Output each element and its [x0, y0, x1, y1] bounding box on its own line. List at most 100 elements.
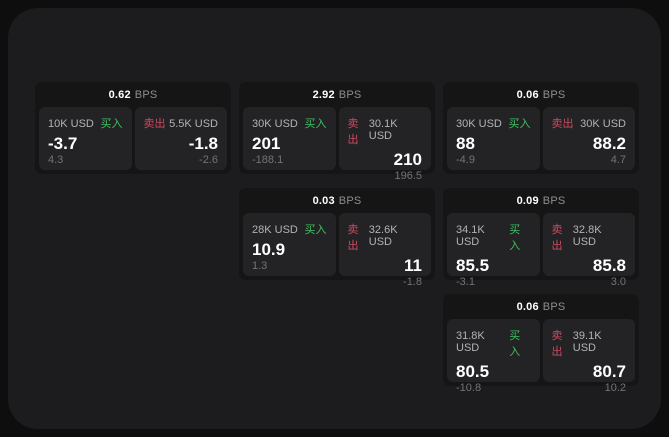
card-header: 0.06 BPS [447, 82, 635, 107]
bps-unit-label: BPS [134, 88, 158, 101]
sell-side-label: 卖出 [347, 224, 359, 252]
buy-quote-panel[interactable]: 30K USD 买入 88 -4.9 [447, 107, 540, 170]
sell-quote-panel[interactable]: 卖出 32.8K USD 85.8 3.0 [542, 213, 635, 288]
sell-amount: 39.1K USD [572, 330, 602, 354]
bps-unit-label: BPS [542, 300, 566, 313]
buy-quote-panel[interactable]: 31.8K USD 买入 80.5 -10.8 [447, 319, 540, 394]
sell-amount: 32.8K USD [572, 224, 602, 248]
quote-card: 0.09 BPS 34.1K USD 买入 85.5 -3.1 卖出 32.8K… [443, 188, 639, 288]
quote-panels: 31.8K USD 买入 80.5 -10.8 卖出 39.1K USD 80.… [447, 319, 635, 394]
bps-spread-value: 0.03 [312, 194, 335, 207]
buy-price: 85.5 [456, 256, 490, 275]
card-header: 0.62 BPS [39, 82, 227, 107]
bps-unit-label: BPS [338, 194, 362, 207]
sell-quote-panel[interactable]: 卖出 30K USD 88.2 4.7 [542, 107, 635, 170]
buy-side-label: 买入 [304, 118, 327, 130]
buy-quote-panel[interactable]: 34.1K USD 买入 85.5 -3.1 [447, 213, 540, 288]
quote-panels: 28K USD 买入 10.9 1.3 卖出 32.6K USD 11 -1.8 [243, 213, 431, 288]
card-header: 0.06 BPS [447, 294, 635, 319]
buy-panel-header: 28K USD 买入 [252, 221, 327, 237]
buy-sub-value: -10.8 [456, 381, 482, 394]
sell-panel-header: 卖出 32.6K USD [348, 221, 423, 253]
sell-price: 11 [404, 256, 422, 275]
quote-card: 0.03 BPS 28K USD 买入 10.9 1.3 卖出 32.6K US… [239, 188, 435, 288]
bps-unit-label: BPS [338, 88, 362, 101]
quote-panels: 10K USD 买入 -3.7 4.3 卖出 5.5K USD -1.8 -2.… [39, 107, 227, 170]
buy-quote-panel[interactable]: 30K USD 买入 201 -188.1 [243, 107, 336, 170]
buy-side-label: 买入 [508, 118, 531, 130]
buy-amount: 30K USD [252, 118, 298, 130]
buy-quote-panel[interactable]: 10K USD 买入 -3.7 4.3 [39, 107, 132, 170]
card-header: 0.09 BPS [447, 188, 635, 213]
sell-panel-header: 卖出 32.8K USD [552, 221, 627, 253]
quote-card-grid: 0.62 BPS 10K USD 买入 -3.7 4.3 卖出 5.5K USD… [35, 82, 639, 394]
buy-price: -3.7 [48, 134, 78, 153]
buy-panel-header: 31.8K USD 买入 [456, 327, 531, 359]
bps-spread-value: 0.62 [108, 88, 131, 101]
quote-panels: 34.1K USD 买入 85.5 -3.1 卖出 32.8K USD 85.8… [447, 213, 635, 288]
sell-panel-header: 卖出 30.1K USD [348, 115, 423, 147]
sell-sub-value: -2.6 [199, 153, 218, 166]
bps-spread-value: 0.09 [516, 194, 539, 207]
buy-sub-value: 4.3 [48, 153, 64, 166]
buy-price: 201 [252, 134, 281, 153]
buy-panel-header: 30K USD 买入 [456, 115, 531, 131]
sell-quote-panel[interactable]: 卖出 32.6K USD 11 -1.8 [338, 213, 431, 288]
sell-price: 85.8 [592, 256, 626, 275]
card-header: 0.03 BPS [243, 188, 431, 213]
buy-amount: 28K USD [252, 224, 298, 236]
buy-side-label: 买入 [304, 224, 327, 236]
sell-amount: 5.5K USD [169, 118, 218, 130]
sell-sub-value: -1.8 [403, 275, 422, 288]
sell-sub-value: 4.7 [610, 153, 626, 166]
buy-price: 88 [456, 134, 475, 153]
bps-unit-label: BPS [542, 88, 566, 101]
sell-amount: 30.1K USD [368, 118, 398, 142]
bps-spread-value: 2.92 [312, 88, 335, 101]
buy-amount: 31.8K USD [456, 330, 485, 354]
sell-quote-panel[interactable]: 卖出 39.1K USD 80.7 10.2 [542, 319, 635, 394]
sell-panel-header: 卖出 30K USD [552, 115, 627, 131]
quote-card: 0.06 BPS 31.8K USD 买入 80.5 -10.8 卖出 39.1… [443, 294, 639, 394]
sell-side-label: 卖出 [143, 118, 166, 130]
buy-price: 10.9 [252, 240, 286, 259]
buy-sub-value: -3.1 [456, 275, 475, 288]
quote-card: 2.92 BPS 30K USD 买入 201 -188.1 卖出 30.1K … [239, 82, 435, 182]
buy-amount: 30K USD [456, 118, 502, 130]
quote-card: 0.62 BPS 10K USD 买入 -3.7 4.3 卖出 5.5K USD… [35, 82, 231, 174]
app-screen: 0.62 BPS 10K USD 买入 -3.7 4.3 卖出 5.5K USD… [8, 8, 661, 429]
sell-side-label: 卖出 [551, 118, 574, 130]
sell-side-label: 卖出 [347, 118, 359, 146]
sell-price: 88.2 [592, 134, 626, 153]
quote-card: 0.06 BPS 30K USD 买入 88 -4.9 卖出 30K USD 8… [443, 82, 639, 174]
buy-price: 80.5 [456, 362, 490, 381]
buy-amount: 34.1K USD [456, 224, 485, 248]
sell-price: -1.8 [188, 134, 218, 153]
buy-side-label: 买入 [509, 224, 521, 252]
sell-side-label: 卖出 [551, 330, 563, 358]
sell-sub-value: 196.5 [394, 169, 422, 182]
card-header: 2.92 BPS [243, 82, 431, 107]
sell-panel-header: 卖出 39.1K USD [552, 327, 627, 359]
buy-panel-header: 30K USD 买入 [252, 115, 327, 131]
sell-sub-value: 10.2 [604, 381, 626, 394]
sell-amount: 32.6K USD [368, 224, 398, 248]
buy-sub-value: -188.1 [252, 153, 284, 166]
bps-spread-value: 0.06 [516, 300, 539, 313]
sell-sub-value: 3.0 [610, 275, 626, 288]
bps-unit-label: BPS [542, 194, 566, 207]
sell-panel-header: 卖出 5.5K USD [144, 115, 219, 131]
buy-sub-value: 1.3 [252, 259, 268, 272]
buy-panel-header: 34.1K USD 买入 [456, 221, 531, 253]
buy-amount: 10K USD [48, 118, 94, 130]
bps-spread-value: 0.06 [516, 88, 539, 101]
quote-panels: 30K USD 买入 88 -4.9 卖出 30K USD 88.2 4.7 [447, 107, 635, 170]
sell-side-label: 卖出 [551, 224, 563, 252]
buy-quote-panel[interactable]: 28K USD 买入 10.9 1.3 [243, 213, 336, 276]
sell-price: 210 [393, 150, 422, 169]
buy-panel-header: 10K USD 买入 [48, 115, 123, 131]
sell-quote-panel[interactable]: 卖出 5.5K USD -1.8 -2.6 [134, 107, 227, 170]
sell-quote-panel[interactable]: 卖出 30.1K USD 210 196.5 [338, 107, 431, 182]
buy-side-label: 买入 [509, 330, 521, 358]
buy-side-label: 买入 [100, 118, 123, 130]
